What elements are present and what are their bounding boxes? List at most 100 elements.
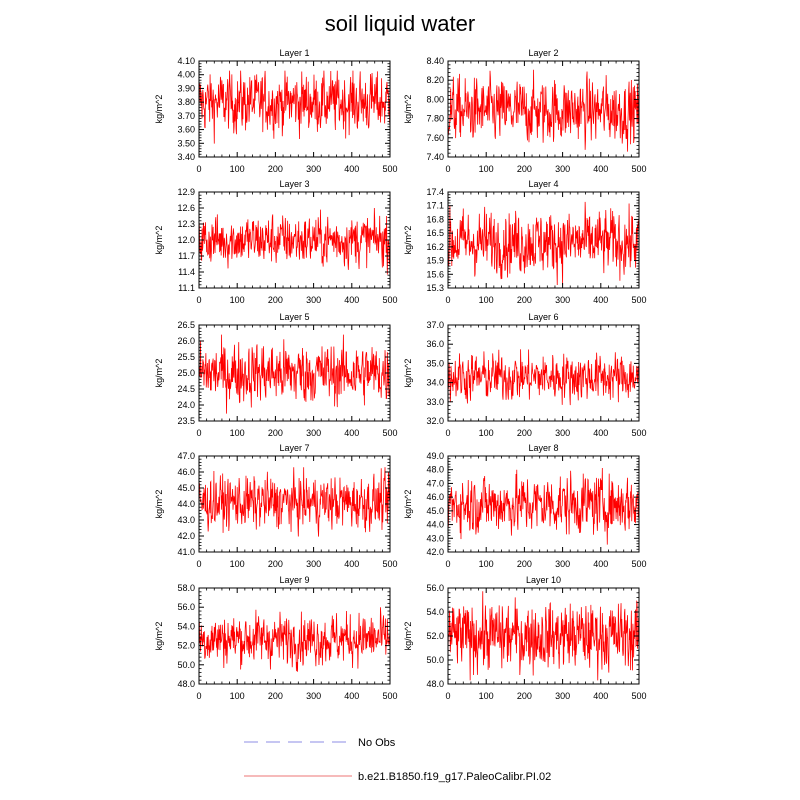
y-tick-label: 37.0 [426,320,444,330]
x-tick-label: 500 [631,428,646,438]
x-tick-label: 100 [230,691,245,701]
x-tick-label: 100 [479,691,494,701]
x-tick-label: 400 [344,164,359,174]
y-tick-label: 11.1 [178,283,195,293]
y-tick-label: 41.0 [177,547,195,557]
panel-title: Layer 8 [528,443,558,453]
y-tick-label: 48.0 [177,679,195,689]
y-tick-label: 26.5 [177,320,195,330]
x-tick-label: 0 [445,295,450,305]
series-line [199,207,390,275]
x-tick-label: 0 [445,164,450,174]
series-line [448,591,639,681]
y-tick-label: 12.3 [177,219,195,229]
x-tick-label: 0 [445,691,450,701]
y-tick-label: 3.60 [177,125,195,135]
y-tick-label: 16.2 [426,242,444,252]
panel-title: Layer 2 [528,48,558,58]
x-tick-label: 500 [631,295,646,305]
y-tick-label: 48.0 [426,465,444,475]
panel-title: Layer 10 [526,575,561,585]
x-tick-label: 400 [593,559,608,569]
x-tick-label: 100 [230,559,245,569]
y-axis-label: kg/m^2 [154,359,164,388]
x-tick-label: 200 [517,295,532,305]
x-tick-label: 500 [382,428,397,438]
panel-layer-1: 3.40 3.50 3.60 3.70 3.80 3.90 4.00 4.10 0 100 200 3… [154,48,398,174]
x-tick-label: 300 [306,428,321,438]
x-tick-label: 300 [306,295,321,305]
y-tick-label: 8.40 [426,56,444,66]
x-tick-label: 0 [196,559,201,569]
plot-frame [447,191,640,289]
y-tick-label: 34.0 [426,378,444,388]
panel-layer-8: 42.0 43.0 44.0 45.0 46.0 47.0 48.0 49.0 0 100 200 3… [403,443,647,569]
x-tick-label: 300 [306,691,321,701]
y-tick-label: 45.0 [426,506,444,516]
y-tick-label: 42.0 [426,547,444,557]
x-tick-label: 200 [268,559,283,569]
y-tick-label: 23.5 [177,416,195,426]
y-axis-label: kg/m^2 [403,490,413,519]
x-tick-label: 200 [268,295,283,305]
plot-frame [447,60,640,158]
y-tick-label: 50.0 [426,655,444,665]
y-tick-label: 49.0 [426,451,444,461]
x-tick-label: 300 [306,559,321,569]
y-tick-label: 26.0 [177,336,195,346]
x-tick-label: 0 [445,559,450,569]
legend-label-model-run: b.e21.B1850.f19_g17.PaleoCalibr.PI.02 [358,771,551,783]
panel-layer-9: 48.0 50.0 52.0 54.0 56.0 58.0 0 100 200 300 400 500… [154,575,398,701]
panel-title: Layer 4 [528,179,558,189]
x-tick-label: 200 [268,164,283,174]
y-tick-label: 15.3 [426,283,444,293]
y-tick-label: 42.0 [177,531,195,541]
series-line [199,467,390,537]
y-tick-label: 54.0 [177,621,195,631]
panel-layer-4: 15.3 15.6 15.9 16.2 16.5 16.8 17.1 17.4 0 100 200 3… [403,179,647,305]
y-axis-label: kg/m^2 [154,226,164,255]
series-line [448,349,639,406]
series-line [448,468,639,545]
panel-title: Layer 9 [279,575,309,585]
y-tick-label: 3.40 [177,152,195,162]
series-line [199,334,390,414]
panel-layer-3: 11.1 11.4 11.7 12.0 12.3 12.6 12.9 0 100 200 300 40… [154,179,398,305]
y-tick-label: 24.5 [177,384,195,394]
y-tick-label: 16.8 [426,214,444,224]
y-tick-label: 3.50 [177,138,195,148]
y-tick-label: 12.6 [177,203,195,213]
y-axis-label: kg/m^2 [154,622,164,651]
y-tick-label: 11.7 [178,251,195,261]
x-tick-label: 400 [344,691,359,701]
x-tick-label: 300 [555,559,570,569]
y-tick-label: 4.00 [177,70,195,80]
y-tick-label: 12.0 [177,235,195,245]
y-tick-label: 25.5 [177,352,195,362]
y-tick-label: 7.40 [426,152,444,162]
panel-layer-5: 23.5 24.0 24.5 25.0 25.5 26.0 26.5 0 100 200 300 40… [154,312,398,438]
legend-label-no-obs: No Obs [358,737,396,749]
y-tick-label: 15.9 [426,256,444,266]
panel-grid: 3.403.503.603.703.803.904.004.100 100 200 3… [154,48,647,701]
y-tick-label: 16.5 [426,228,444,238]
x-tick-label: 400 [344,428,359,438]
x-tick-label: 100 [230,295,245,305]
x-tick-label: 200 [268,691,283,701]
y-axis-label: kg/m^2 [403,95,413,124]
x-tick-label: 500 [631,559,646,569]
y-tick-label: 54.0 [426,607,444,617]
series-line [199,607,390,672]
y-axis-label: kg/m^2 [154,95,164,124]
y-tick-label: 17.1 [426,201,444,211]
plot-frame [198,587,391,685]
y-tick-label: 3.70 [177,111,195,121]
x-tick-label: 200 [517,428,532,438]
y-tick-label: 33.0 [426,397,444,407]
y-tick-label: 32.0 [426,416,444,426]
plot-frame [198,60,391,158]
y-tick-label: 25.0 [177,368,195,378]
y-tick-label: 35.0 [426,358,444,368]
y-tick-label: 47.0 [177,451,195,461]
